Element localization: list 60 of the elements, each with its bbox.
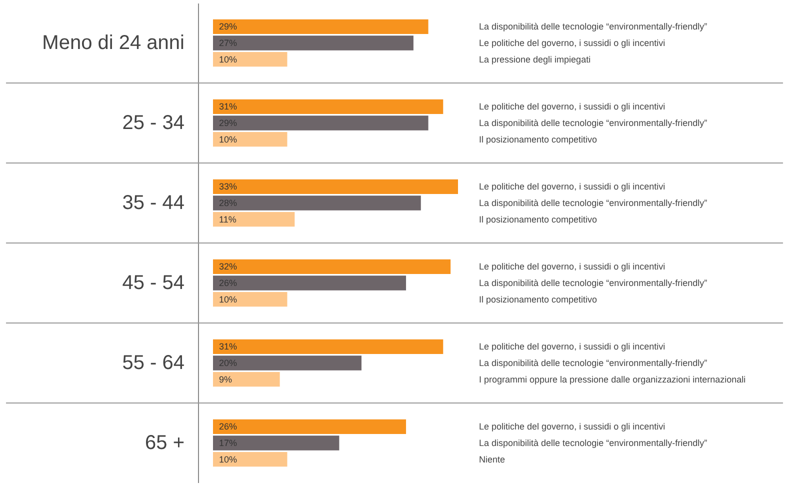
data-label: 29%: [219, 22, 238, 32]
y-tick-label: 25 - 34: [122, 112, 184, 134]
text: Il posizionamento competitivo: [479, 214, 598, 224]
text: Le politiche del governo, i sussidi o gli incentivi: [479, 38, 666, 48]
data-label: 10%: [219, 294, 238, 304]
bar: [213, 259, 451, 274]
text: La pressione degli impiegati: [479, 54, 591, 64]
text: La disponibilità delle tecnologie “environmentally-friendly”: [479, 438, 708, 448]
text: La disponibilità delle tecnologie “environmentally-friendly”: [479, 198, 708, 208]
data-label: 28%: [219, 198, 238, 208]
text: Niente: [479, 454, 506, 464]
bar: [213, 179, 458, 194]
bar: [213, 452, 288, 467]
text: Le politiche del governo, i sussidi o gli incentivi: [479, 102, 666, 112]
text: La disponibilità delle tecnologie “environmentally-friendly”: [479, 278, 708, 288]
text: Il posizionamento competitivo: [479, 294, 598, 304]
data-label: 11%: [219, 214, 236, 224]
bar: [213, 292, 288, 307]
data-label: 31%: [219, 342, 238, 352]
data-label: 27%: [219, 38, 238, 48]
y-tick-label: 55 - 64: [122, 352, 184, 374]
bar: [213, 52, 288, 67]
text: Il posizionamento competitivo: [479, 134, 598, 144]
y-tick-label: Meno di 24 anni: [42, 32, 184, 54]
data-label: 29%: [219, 118, 238, 128]
data-label: 17%: [219, 438, 238, 448]
text: La disponibilità delle tecnologie “environmentally-friendly”: [479, 118, 708, 128]
bar: [213, 116, 428, 130]
data-label: 10%: [219, 454, 238, 464]
text: Le politiche del governo, i sussidi o gli incentivi: [479, 182, 666, 192]
text: Le politiche del governo, i sussidi o gli incentivi: [479, 342, 666, 352]
bar: [213, 372, 280, 387]
data-label: 20%: [219, 358, 238, 368]
data-label: 10%: [219, 134, 238, 144]
text: I programmi oppure la pressione dalle organizzazioni internazionali: [479, 374, 746, 384]
bar: [213, 212, 295, 227]
y-tick-label: 45 - 54: [122, 272, 184, 294]
text: La disponibilità delle tecnologie “environmentally-friendly”: [479, 358, 708, 368]
bar: [213, 19, 428, 34]
bar: [213, 339, 444, 354]
y-tick-label: 65 +: [145, 432, 184, 454]
data-label: 33%: [219, 182, 238, 192]
y-tick-label: 35 - 44: [122, 192, 184, 214]
bar: [213, 132, 288, 147]
data-label: 31%: [219, 102, 238, 112]
bar: [213, 276, 406, 290]
bar: [213, 36, 414, 50]
bar: [213, 196, 421, 210]
data-label: 10%: [219, 54, 238, 64]
data-label: 32%: [219, 262, 238, 272]
data-label: 26%: [219, 422, 238, 432]
bar: [213, 356, 362, 370]
bar: [213, 99, 444, 114]
bar: [213, 436, 340, 450]
text: Le politiche del governo, i sussidi o gli incentivi: [479, 422, 666, 432]
text: Le politiche del governo, i sussidi o gli incentivi: [479, 262, 666, 272]
text: La disponibilità delle tecnologie “environmentally-friendly”: [479, 22, 708, 32]
data-label: 26%: [219, 278, 238, 288]
bar: [213, 419, 406, 434]
data-label: 9%: [219, 374, 232, 384]
